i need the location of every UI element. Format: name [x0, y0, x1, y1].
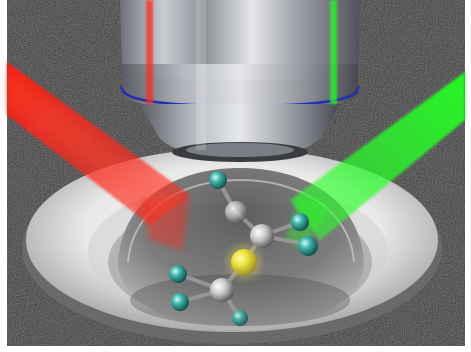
- atom-grey: [250, 224, 274, 248]
- atom-teal: [171, 293, 189, 311]
- red-laser-beam: [7, 62, 190, 250]
- atom-teal: [169, 265, 187, 283]
- atom-teal: [291, 213, 309, 231]
- atom-grey: [210, 278, 234, 302]
- atom-yellow-glow: [226, 244, 262, 280]
- molecule: [169, 171, 318, 326]
- atom-teal: [298, 236, 318, 256]
- atom-grey: [225, 201, 247, 223]
- atom-teal: [232, 310, 248, 326]
- microscope-objective: [120, 0, 360, 162]
- atom-teal: [209, 171, 227, 189]
